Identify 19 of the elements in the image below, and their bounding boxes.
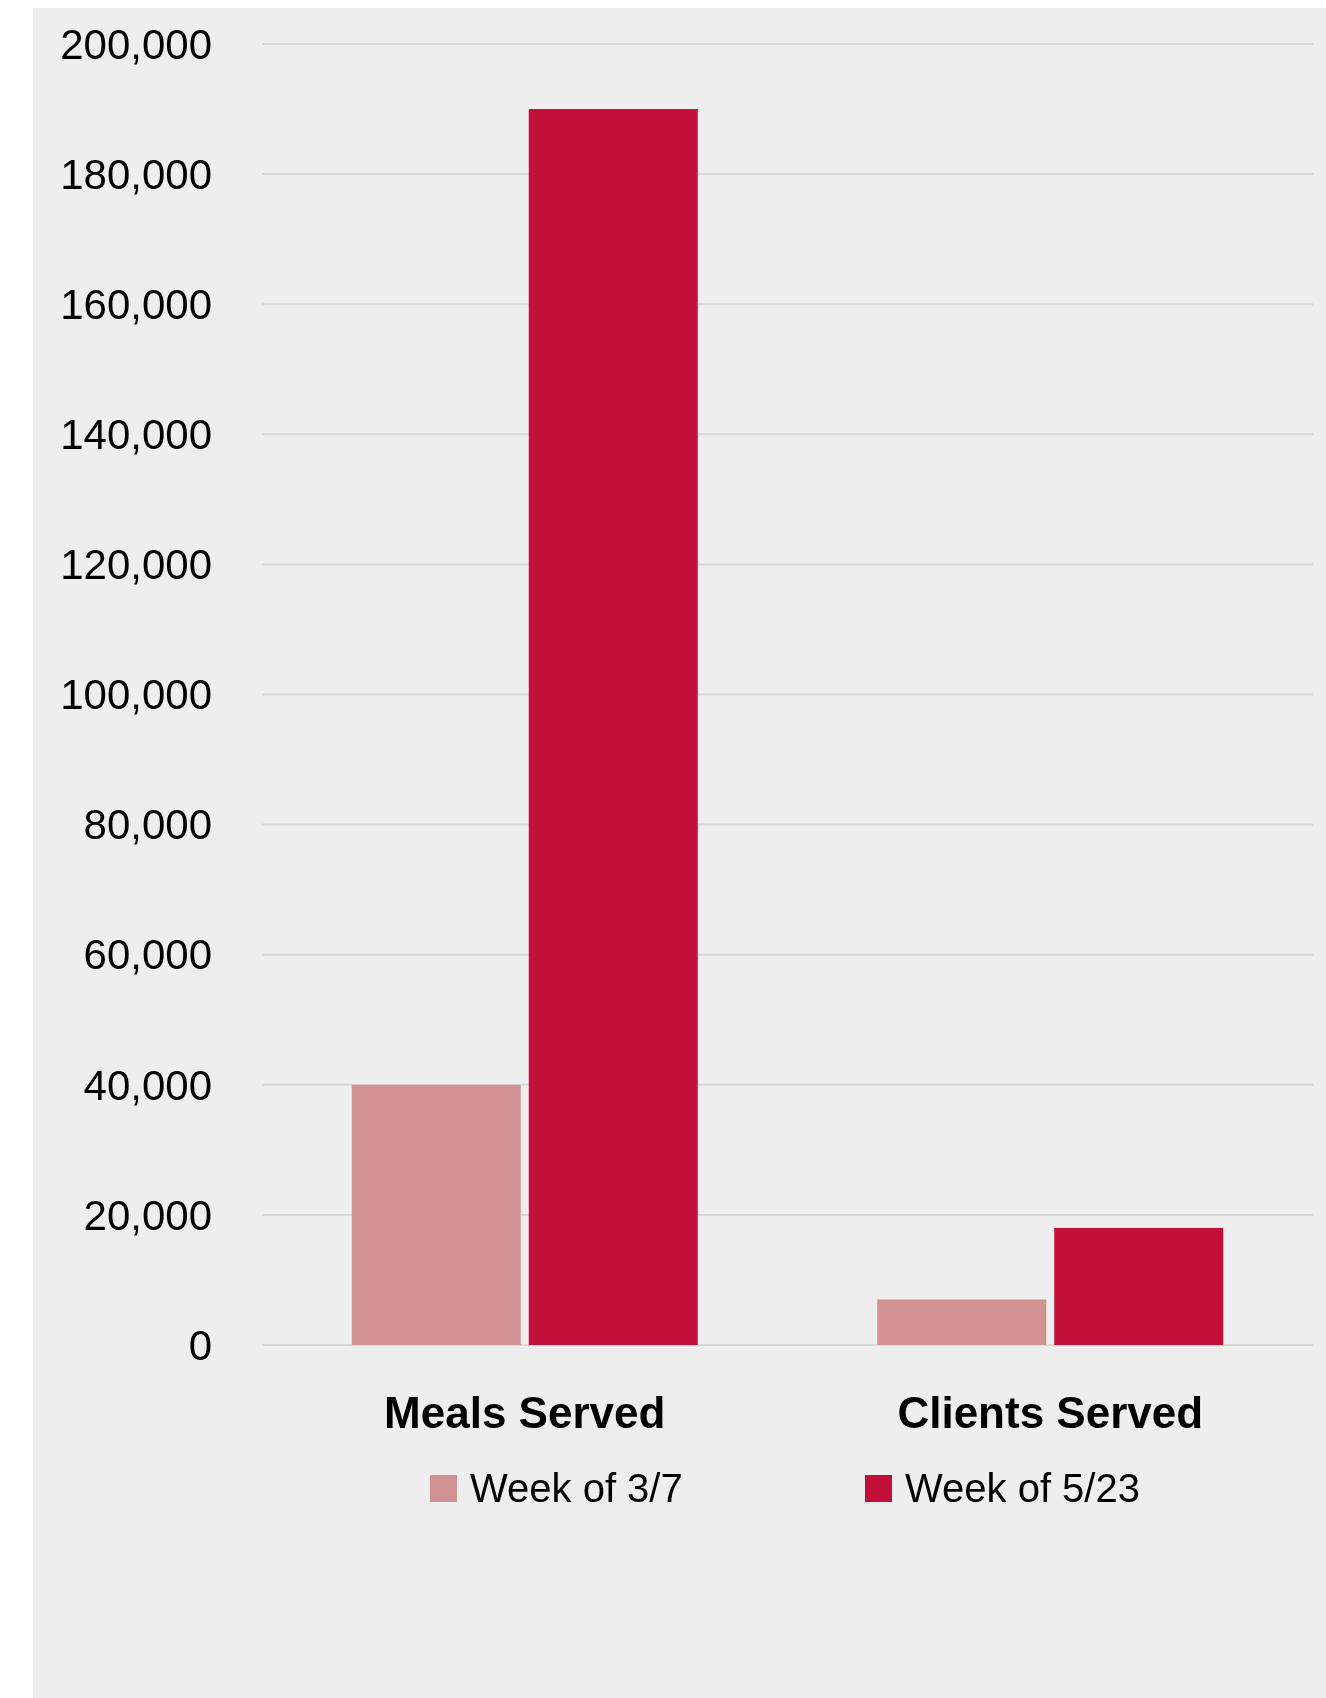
y-tick-label: 80,000 bbox=[83, 801, 212, 849]
y-tick-label: 140,000 bbox=[60, 411, 212, 458]
bar bbox=[528, 109, 698, 1345]
y-tick-label: 0 bbox=[188, 1321, 212, 1369]
y-tick-label: 180,000 bbox=[60, 150, 212, 198]
y-tick-label: 20,000 bbox=[83, 1191, 212, 1239]
y-tick-label: 120,000 bbox=[60, 541, 212, 589]
legend-label: Week of 3/7 bbox=[470, 1466, 683, 1510]
y-tick-label: 40,000 bbox=[83, 1061, 212, 1109]
bar bbox=[877, 1299, 1047, 1345]
legend-label: Week of 5/23 bbox=[905, 1466, 1140, 1510]
y-tick-label: 200,000 bbox=[60, 20, 212, 68]
y-tick-label: 60,000 bbox=[83, 931, 212, 979]
bar bbox=[1054, 1227, 1224, 1345]
y-tick-label: 100,000 bbox=[60, 671, 212, 719]
x-tick-label: Clients Served bbox=[897, 1388, 1204, 1438]
bar bbox=[351, 1084, 521, 1345]
x-tick-label: Meals Served bbox=[384, 1388, 666, 1438]
y-tick-label: 160,000 bbox=[60, 280, 212, 328]
